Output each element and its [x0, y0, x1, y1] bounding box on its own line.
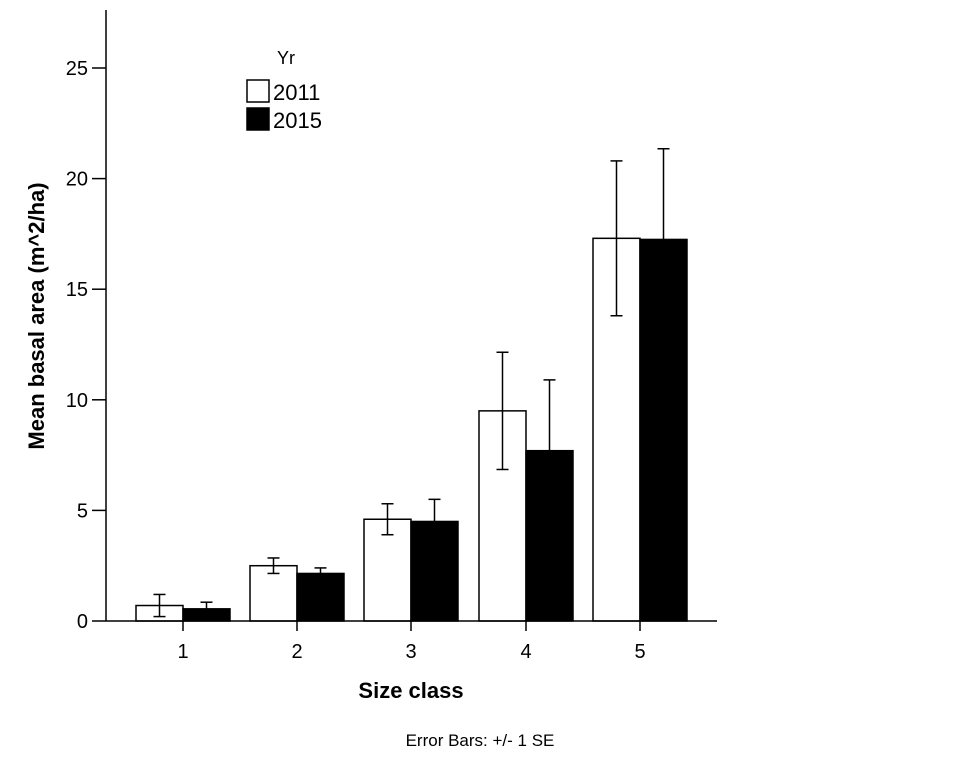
y-tick-label: 20: [66, 169, 88, 191]
x-ticks-group: 1 2 3 4 5: [177, 621, 646, 663]
legend-swatch-2015: [246, 107, 270, 131]
error-bar-2011-class-2: [267, 557, 280, 575]
x-tick-label: 5: [634, 641, 645, 663]
error-bar-2011-class-1: [153, 593, 166, 618]
y-tick-label: 25: [66, 58, 88, 80]
error-bar-2015-class-5: [657, 147, 670, 331]
error-bar-2015-class-2: [314, 567, 327, 580]
error-bar-2011-class-3: [381, 503, 394, 536]
bars-group: [135, 237, 688, 622]
y-axis-title: Mean basal area (m^2/ha): [24, 182, 49, 449]
legend-title: Yr: [277, 48, 295, 68]
bar-2011-class-2: [249, 564, 298, 622]
error-bar-2015-class-1: [200, 601, 213, 617]
error-bars-group: [153, 147, 670, 618]
x-tick-label: 2: [291, 641, 302, 663]
legend-label-2011: 2011: [273, 80, 320, 105]
y-tick-label: 15: [66, 279, 88, 301]
y-ticks-group: 0 5 10 15 20 25: [66, 58, 106, 633]
legend: Yr 2011 2015: [246, 48, 322, 133]
footnote: Error Bars: +/- 1 SE: [406, 731, 555, 750]
x-tick-label: 4: [520, 641, 531, 663]
x-tick-label: 1: [177, 641, 188, 663]
error-bar-2015-class-4: [543, 379, 556, 523]
error-bar-2011-class-4: [496, 351, 509, 471]
y-tick-label: 5: [77, 500, 88, 522]
legend-swatch-2011: [246, 79, 270, 103]
y-tick-label: 0: [77, 611, 88, 633]
error-bar-2015-class-3: [428, 498, 441, 545]
x-axis-title: Size class: [358, 678, 463, 703]
y-tick-label: 10: [66, 390, 88, 412]
x-tick-label: 3: [405, 641, 416, 663]
error-bar-2011-class-5: [610, 160, 623, 317]
legend-label-2015: 2015: [273, 108, 322, 133]
bar-2015-class-2: [296, 572, 345, 622]
